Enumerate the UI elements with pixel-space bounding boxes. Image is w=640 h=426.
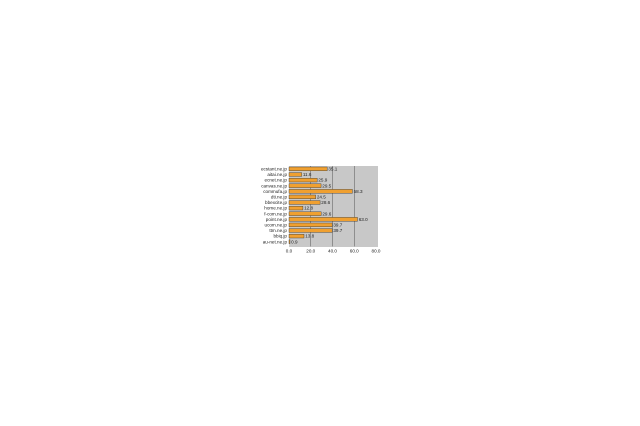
- category-label: au-net.ne.jp: [263, 239, 288, 244]
- category-label: aitai.ne.jp: [267, 172, 287, 177]
- value-label: 29.5: [322, 183, 331, 188]
- value-label: 39.7: [333, 228, 342, 233]
- x-tick-label: 60.0: [350, 248, 359, 253]
- x-tick-label: 0.0: [286, 248, 293, 253]
- bar: [288, 222, 333, 227]
- bar: [288, 233, 305, 239]
- bar: [288, 183, 322, 188]
- category-label: f-com.ne.jp: [264, 211, 287, 216]
- bar: [288, 189, 353, 194]
- category-label: ecstant.ne.jp: [261, 167, 287, 172]
- bar: [288, 217, 358, 222]
- bar: [288, 200, 321, 205]
- category-label: ecnet.ne.jp: [265, 178, 288, 183]
- x-tick-label: 40.0: [328, 248, 337, 253]
- bar: [288, 172, 302, 177]
- bar: [288, 239, 291, 244]
- bar: [288, 211, 322, 216]
- value-label: 28.6: [321, 200, 330, 205]
- category-label: bbiq.jp: [273, 234, 287, 239]
- bar: [288, 228, 333, 233]
- category-label: bbexcite.jp: [265, 200, 287, 205]
- bar: [288, 166, 328, 171]
- x-tick-label: 20.0: [306, 248, 315, 253]
- category-label: commufa.jp: [263, 189, 287, 194]
- value-label: 24.5: [317, 195, 326, 200]
- value-label: 13.8: [305, 234, 314, 239]
- value-label: 12.8: [304, 206, 313, 211]
- category-label: ttm.ne.jp: [269, 228, 287, 233]
- value-label: 25.9: [318, 178, 327, 183]
- category-label: ucom.ne.jp: [265, 223, 288, 228]
- value-label: 0.9: [291, 239, 298, 244]
- value-label: 58.3: [354, 189, 363, 194]
- bar: [288, 177, 318, 183]
- category-label: home.ne.jp: [264, 206, 287, 211]
- value-label: 29.6: [322, 211, 331, 216]
- value-label: 63.0: [359, 217, 368, 222]
- value-label: 11.6: [303, 172, 312, 177]
- category-label: point.ne.jp: [266, 217, 288, 222]
- value-label: 39.7: [333, 223, 342, 228]
- value-label: 35.1: [328, 167, 337, 172]
- category-label: dti.ne.jp: [271, 195, 288, 200]
- category-label: canvas.ne.jp: [261, 183, 287, 188]
- bar: [288, 205, 304, 211]
- bar: [288, 194, 316, 199]
- x-tick-label: 80.0: [372, 248, 381, 253]
